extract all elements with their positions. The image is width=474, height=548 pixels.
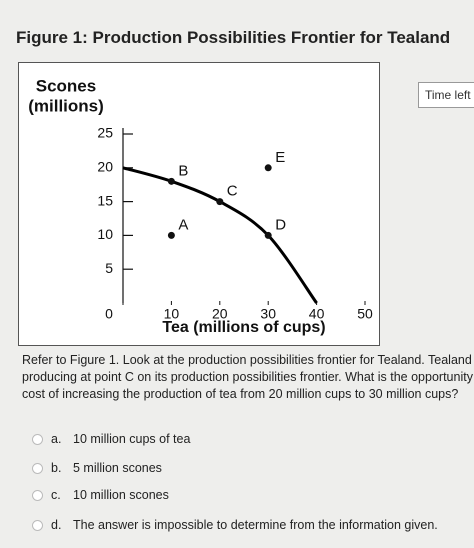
chart-frame bbox=[18, 62, 380, 346]
x-tick-label: 20 bbox=[212, 306, 228, 322]
y-tick-label: 15 bbox=[97, 192, 113, 208]
point-label: A bbox=[178, 216, 188, 233]
point-label: D bbox=[275, 216, 286, 233]
option-letter: a. bbox=[51, 432, 62, 446]
chart: Scones (millions) Tea (millions of cups)… bbox=[18, 62, 380, 346]
x-tick-label: 0 bbox=[105, 306, 113, 322]
x-axis-label: Tea (millions of cups) bbox=[162, 319, 325, 336]
y-tick-label: 20 bbox=[97, 159, 113, 175]
option[interactable]: b. 5 million scones bbox=[32, 461, 162, 475]
x-tick-label: 50 bbox=[357, 306, 373, 322]
y-axis-label: (millions) bbox=[28, 96, 104, 115]
option[interactable]: a. 10 million cups of tea bbox=[32, 432, 190, 446]
option-text: 10 million cups of tea bbox=[73, 432, 191, 446]
x-tick-label: 40 bbox=[309, 306, 325, 322]
point-label: C bbox=[227, 183, 238, 200]
question-line: cost of increasing the production of tea… bbox=[22, 387, 459, 401]
point bbox=[264, 164, 272, 172]
radio[interactable] bbox=[32, 463, 43, 475]
radio[interactable] bbox=[32, 490, 43, 502]
point bbox=[264, 231, 272, 239]
option-text: 5 million scones bbox=[73, 461, 162, 475]
figure-title: Figure 1: Production Possibilities Front… bbox=[16, 28, 451, 47]
y-axis-label: Scones bbox=[36, 76, 96, 95]
question: Refer to Figure 1. Look at the productio… bbox=[22, 352, 474, 403]
option-text: 10 million scones bbox=[73, 488, 169, 502]
point-label: B bbox=[178, 162, 188, 179]
option-letter: c. bbox=[51, 488, 61, 502]
option[interactable]: c. 10 million scones bbox=[32, 488, 169, 502]
option-text: The answer is impossible to determine fr… bbox=[73, 518, 438, 532]
radio[interactable] bbox=[32, 520, 43, 532]
radio[interactable] bbox=[32, 434, 43, 446]
y-tick-label: 10 bbox=[97, 226, 113, 242]
question-line: Refer to Figure 1. Look at the productio… bbox=[22, 353, 474, 367]
question-line: producing at point C on its production p… bbox=[22, 370, 473, 384]
x-tick-label: 30 bbox=[260, 306, 276, 322]
y-tick-label: 25 bbox=[97, 125, 113, 141]
point bbox=[167, 177, 175, 185]
option-letter: b. bbox=[51, 461, 62, 475]
option-letter: d. bbox=[51, 518, 62, 532]
point-label: E bbox=[275, 149, 285, 166]
option[interactable]: d. The answer is impossible to determine … bbox=[32, 518, 438, 532]
x-tick-label: 10 bbox=[164, 306, 180, 322]
point bbox=[167, 231, 175, 239]
y-tick-label: 5 bbox=[105, 260, 113, 276]
point bbox=[216, 198, 224, 206]
timer: Time left bbox=[418, 82, 474, 108]
